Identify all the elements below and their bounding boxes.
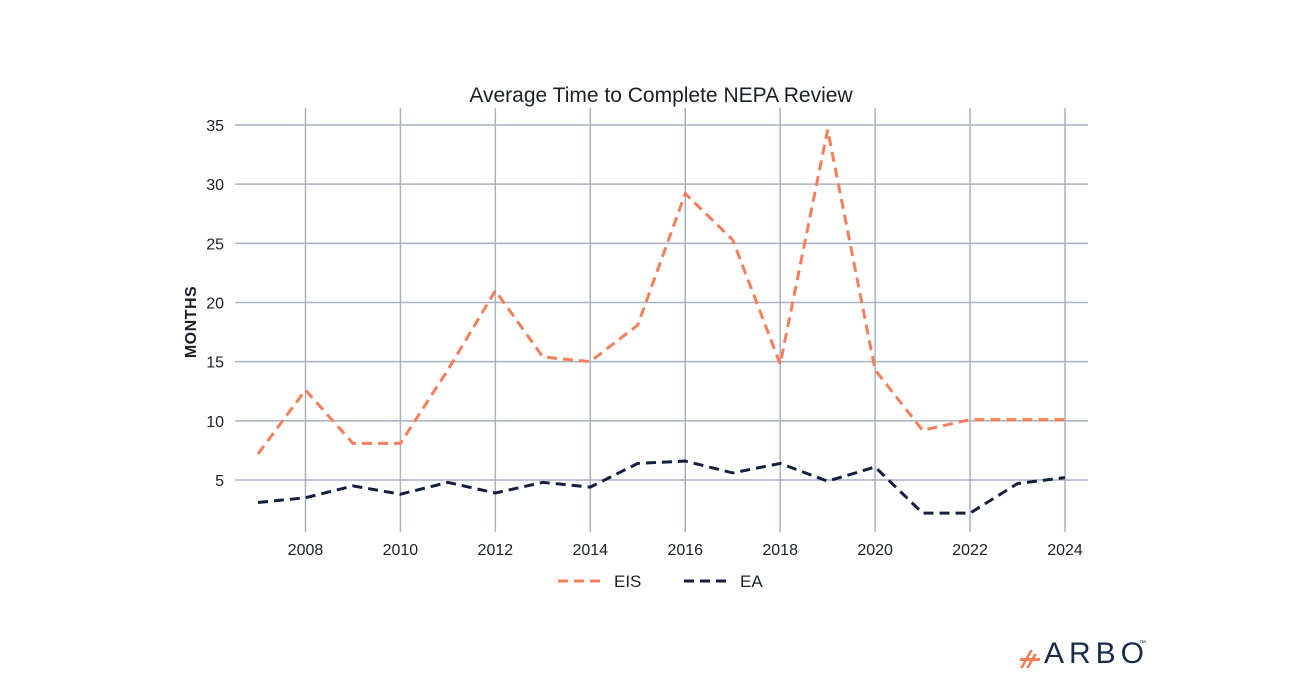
- y-axis-ticks: 5 10 15 20 25 30 35: [206, 118, 224, 490]
- y-tick-label: 30: [206, 177, 224, 194]
- x-tick-label: 2014: [572, 542, 608, 559]
- y-tick-label: 20: [206, 296, 224, 313]
- legend-label-eis: EIS: [614, 572, 641, 591]
- x-tick-label: 2008: [288, 542, 324, 559]
- x-tick-label: 2012: [478, 542, 514, 559]
- legend: EIS EA: [558, 572, 763, 591]
- x-tick-label: 2020: [857, 542, 893, 559]
- y-axis-label: MONTHS: [183, 286, 200, 358]
- x-axis-ticks: 2008 2010 2012 2014 2016 2018 2020 2022 2024: [288, 542, 1083, 559]
- x-tick-label: 2024: [1047, 542, 1083, 559]
- x-tick-label: 2010: [383, 542, 419, 559]
- arbo-logo-text: ARBO: [1044, 637, 1150, 670]
- y-tick-label: 15: [206, 355, 224, 372]
- series-group: [256, 129, 1066, 515]
- arbo-mark-icon: [1020, 650, 1040, 668]
- x-tick-label: 2022: [952, 542, 988, 559]
- legend-label-ea: EA: [740, 572, 763, 591]
- arbo-logo: ARBO ™: [1018, 636, 1146, 676]
- y-tick-label: 25: [206, 236, 224, 253]
- x-tick-label: 2016: [667, 542, 703, 559]
- chart-title: Average Time to Complete NEPA Review: [469, 84, 853, 107]
- grid-lines: [235, 108, 1088, 532]
- y-tick-label: 5: [215, 473, 224, 490]
- series-line-ea: [257, 459, 1066, 515]
- y-tick-label: 10: [206, 414, 224, 431]
- x-tick-label: 2018: [762, 542, 798, 559]
- series-line-eis: [256, 129, 1065, 455]
- arbo-trademark: ™: [1139, 640, 1146, 647]
- y-tick-label: 35: [206, 118, 224, 135]
